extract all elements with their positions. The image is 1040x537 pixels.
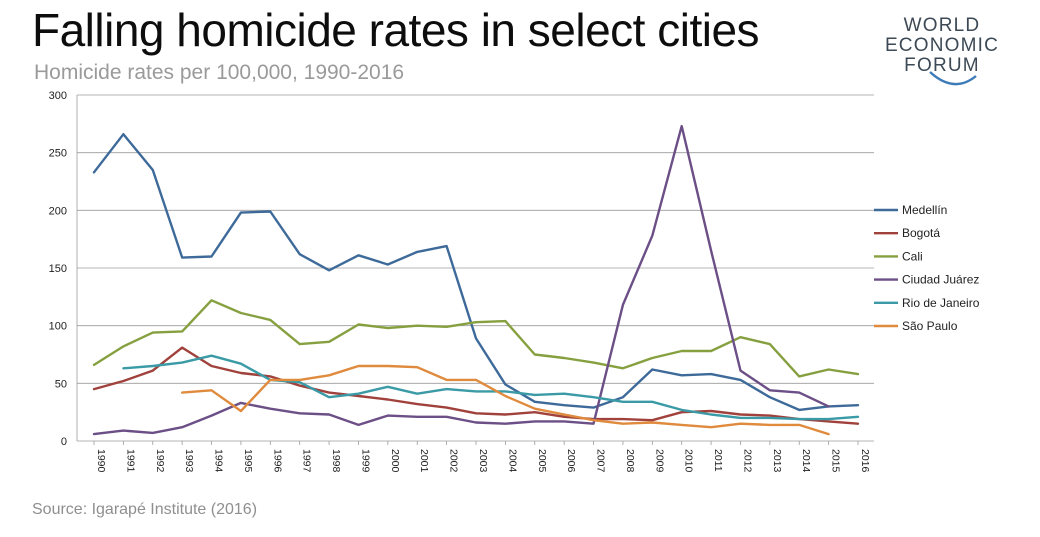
- y-tick-label: 100: [49, 321, 67, 333]
- y-tick-label: 50: [55, 378, 67, 390]
- x-tick-label: 2016: [859, 449, 871, 473]
- series-line-cali: [92, 299, 860, 378]
- series-line-bogot-: [92, 346, 860, 425]
- x-tick-label: 2010: [683, 449, 695, 473]
- x-tick-label: 2012: [741, 449, 753, 473]
- y-tick-label: 200: [49, 205, 67, 217]
- world-economic-forum-logo: WORLD ECONOMIC FORUM: [872, 14, 1012, 94]
- legend-label: Rio de Janeiro: [902, 296, 980, 310]
- x-tick-label: 1999: [359, 449, 371, 473]
- legend-label: Cali: [902, 249, 923, 263]
- x-tick-label: 1996: [271, 449, 283, 473]
- y-tick-label: 0: [61, 436, 67, 448]
- x-tick-label: 2004: [506, 449, 518, 473]
- x-tick-label: 2002: [448, 449, 460, 473]
- x-tick-label: 1997: [301, 449, 313, 473]
- y-tick-label: 300: [49, 90, 67, 102]
- x-tick-label: 2003: [477, 449, 489, 473]
- x-tick-label: 2008: [624, 449, 636, 473]
- x-tick-label: 1998: [330, 449, 342, 473]
- x-tick-label: 1990: [95, 449, 107, 473]
- x-tick-label: 1994: [213, 449, 225, 473]
- logo-line-2: ECONOMIC: [884, 35, 1000, 56]
- source-note: Source: Igarapé Institute (2016): [32, 501, 258, 518]
- legend-label: São Paulo: [902, 319, 958, 333]
- logo-line-3: FORUM: [904, 55, 980, 76]
- series-line-rio-de-janeiro: [122, 354, 860, 421]
- x-tick-label: 1995: [242, 449, 254, 473]
- x-tick-label: 2009: [653, 449, 665, 473]
- x-tick-label: 2000: [389, 449, 401, 473]
- x-tick-label: 2005: [536, 449, 548, 473]
- legend-label: Medellín: [902, 203, 947, 217]
- series-line-medell-n: [92, 133, 860, 412]
- x-tick-label: 2015: [830, 449, 842, 473]
- chart-title: Falling homicide rates in select cities: [32, 4, 760, 56]
- series-line-ciudad-ju-rez: [92, 124, 830, 436]
- y-tick-label: 250: [49, 148, 67, 160]
- x-tick-label: 1993: [183, 449, 195, 473]
- logo-line-1: WORLD: [903, 15, 981, 36]
- x-tick-label: 2013: [771, 449, 783, 473]
- logo-arc-icon: [929, 71, 977, 86]
- chart-subtitle: Homicide rates per 100,000, 1990-2016: [34, 61, 405, 84]
- series-line-s-o-paulo: [181, 364, 830, 436]
- legend-label: Bogotá: [902, 226, 940, 240]
- x-tick-label: 2014: [800, 449, 812, 473]
- y-tick-label: 150: [49, 263, 67, 275]
- x-tick-label: 1991: [124, 449, 136, 473]
- x-tick-label: 1992: [154, 449, 166, 473]
- x-tick-label: 2011: [712, 449, 724, 472]
- x-tick-label: 2007: [595, 449, 607, 473]
- x-tick-label: 2001: [418, 449, 430, 473]
- legend-label: Ciudad Juárez: [902, 273, 979, 287]
- x-tick-label: 2006: [565, 449, 577, 473]
